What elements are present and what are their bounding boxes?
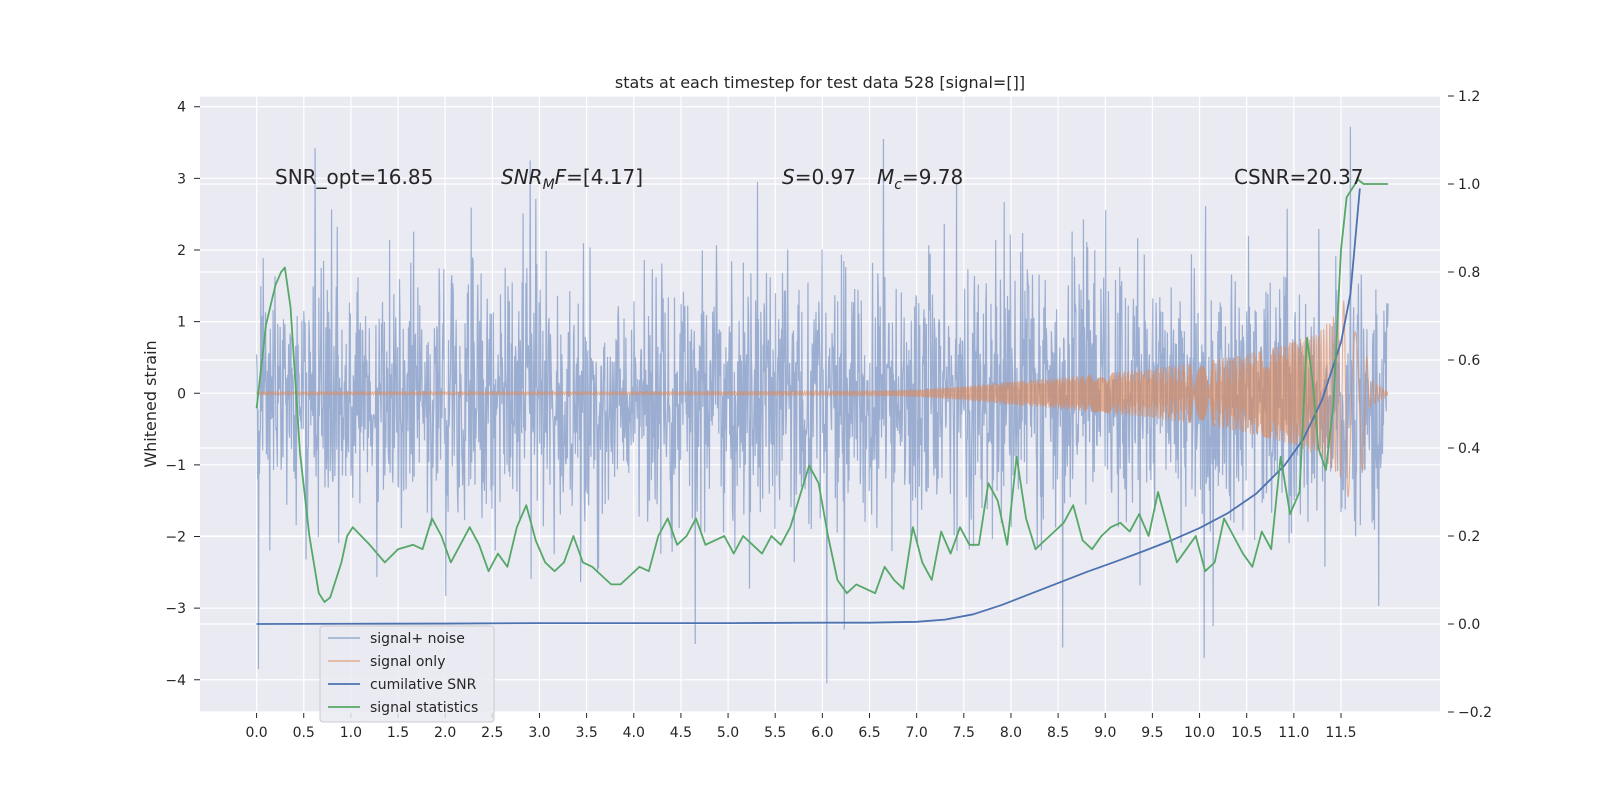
legend: signal+ noise signal only cumilative SNR…: [319, 625, 495, 723]
x-tick-label: 3.5: [575, 725, 597, 741]
legend-label-signal-statistics: signal statistics: [370, 700, 478, 716]
y2-tick-label: −0.2: [1458, 705, 1492, 721]
x-tick-label: 4.5: [670, 725, 692, 741]
annotation-snr-mf-f: F: [555, 165, 567, 189]
y-tick-label: −4: [165, 673, 186, 689]
y-tick-label: 4: [177, 100, 186, 116]
legend-label-signal-only: signal only: [370, 654, 445, 670]
line-series: [255, 178, 1389, 625]
x-tick-label: 6.0: [811, 725, 833, 741]
y-axis-label: Whitened strain: [141, 340, 160, 467]
annotation-snr-opt: SNR_opt=16.85: [275, 165, 433, 189]
x-tick-label: 0.5: [293, 725, 315, 741]
legend-label-signal-noise: signal+ noise: [370, 631, 465, 647]
x-tick-label: 10.5: [1231, 725, 1262, 741]
annotation-snr-mf-subscript: M: [543, 177, 555, 193]
chart-title: stats at each timestep for test data 528…: [615, 73, 1025, 92]
y2-tick-label: 0.4: [1458, 441, 1480, 457]
annotation-s-value: =0.97: [795, 165, 856, 189]
y-tick-label: 2: [177, 243, 186, 259]
x-tick-label: 2.0: [434, 725, 456, 741]
x-tick-label: 8.5: [1047, 725, 1069, 741]
y-tick-label: −1: [165, 458, 186, 474]
y2-tick-label: 0.2: [1458, 529, 1480, 545]
y-tick-label: 1: [177, 315, 186, 331]
x-tick-label: 1.0: [340, 725, 362, 741]
x-tick-label: 6.5: [858, 725, 880, 741]
x-tick-label: 5.0: [717, 725, 739, 741]
x-tick-label: 5.5: [764, 725, 786, 741]
annotation-s-symbol: S: [782, 165, 795, 189]
y2-tick-label: 1.2: [1458, 89, 1480, 105]
y2-tick-label: 0.8: [1458, 265, 1480, 281]
x-tick-label: 9.0: [1094, 725, 1116, 741]
x-tick-label: 0.0: [245, 725, 267, 741]
x-tick-label: 2.5: [481, 725, 503, 741]
x-tick-label: 10.0: [1184, 725, 1215, 741]
annotation-mc: Mc=9.78: [877, 165, 963, 193]
y-tick-label: 3: [177, 171, 186, 187]
annotation-snr-mf: SNRMF=[4.17]: [501, 165, 643, 193]
annotation-csnr: CSNR=20.37: [1234, 165, 1364, 189]
x-tick-label: 7.0: [906, 725, 928, 741]
y2-tick-label: 0.0: [1458, 617, 1480, 633]
x-tick-label: 7.5: [953, 725, 975, 741]
signal-only-series: [256, 300, 1389, 498]
signal-only-line: [256, 300, 1389, 498]
x-tick-label: 11.5: [1325, 725, 1356, 741]
axis-ticks: 0.0 0.5 1.0 1.5 2.0 2.5 3.0 3.5 4.0 4.5 5.0 5.5 6.0 6…: [165, 89, 1492, 741]
legend-box: [319, 625, 495, 723]
annotation-s: S=0.97: [782, 165, 856, 189]
legend-label-cumulative-snr: cumilative SNR: [370, 677, 477, 693]
y-tick-label: −2: [165, 530, 186, 546]
annotation-snr-mf-value: =[4.17]: [566, 165, 643, 189]
x-tick-label: 4.0: [623, 725, 645, 741]
annotation-mc-subscript: c: [894, 177, 902, 193]
x-tick-label: 11.0: [1278, 725, 1309, 741]
annotation-mc-symbol: M: [877, 165, 894, 189]
x-tick-label: 3.0: [528, 725, 550, 741]
annotation-snr-mf-symbol: SNR: [501, 165, 543, 189]
y2-tick-label: 0.6: [1458, 353, 1480, 369]
cumulative-snr-line: [256, 188, 1361, 625]
x-tick-label: 1.5: [387, 725, 409, 741]
x-tick-label: 9.5: [1141, 725, 1163, 741]
signal-statistics-line: [255, 178, 1389, 603]
y-tick-label: 0: [177, 386, 186, 402]
annotation-mc-value: =9.78: [902, 165, 963, 189]
y2-tick-label: 1.0: [1458, 177, 1480, 193]
y-tick-label: −3: [165, 601, 186, 617]
x-tick-label: 8.0: [1000, 725, 1022, 741]
